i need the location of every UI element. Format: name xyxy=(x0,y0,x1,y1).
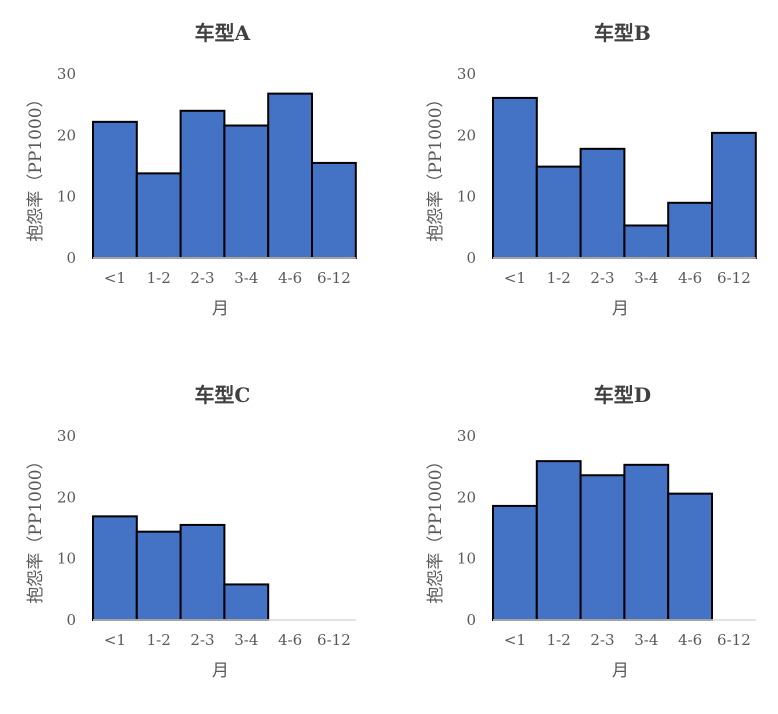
y-tick-label: 30 xyxy=(57,65,76,83)
bar xyxy=(92,120,138,259)
x-tick-label: 2-3 xyxy=(190,631,214,649)
x-tick-label: 6-12 xyxy=(717,269,751,287)
x-tick-label: 4-6 xyxy=(678,631,702,649)
x-tick-label: 6-12 xyxy=(317,269,351,287)
chart-panel: 车型D 30 20 10 0 <1 1-2 2-3 3-4 4-6 6-12 月 抱怨率（PP1000） xyxy=(426,383,756,681)
x-tick-label: 2-3 xyxy=(190,269,214,287)
bar xyxy=(535,165,582,259)
x-tick-label: 4-6 xyxy=(278,631,302,649)
y-axis-label: 抱怨率（PP1000） xyxy=(426,452,446,603)
x-tick-label: 2-3 xyxy=(590,269,614,287)
y-tick-label: 10 xyxy=(457,550,476,568)
x-tick-label: 3-4 xyxy=(234,269,258,287)
chart-panel: 车型C 30 20 10 0 <1 1-2 2-3 3-4 4-6 6-12 月 抱怨率（PP1000） xyxy=(26,383,356,681)
bar xyxy=(711,131,757,260)
bar xyxy=(179,109,226,259)
bar xyxy=(492,504,538,622)
chart-panel: 车型A 30 20 10 0 <1 1-2 2-3 3-4 4-6 6-12 月 抱怨率（PP1000） xyxy=(26,21,357,319)
y-axis-label: 抱怨率（PP1000） xyxy=(426,90,446,241)
bar xyxy=(179,523,226,622)
y-tick-label: 30 xyxy=(57,427,76,445)
bar xyxy=(623,224,670,259)
y-tick-label: 30 xyxy=(457,427,476,445)
x-tick-label: <1 xyxy=(104,631,126,649)
bar xyxy=(135,530,182,621)
y-tick-label: 20 xyxy=(457,126,476,144)
y-tick-label: 0 xyxy=(466,611,476,629)
bar xyxy=(579,147,626,259)
x-tick-label: 2-3 xyxy=(590,631,614,649)
chart-title: 车型B xyxy=(594,21,651,45)
x-axis-label: 月 xyxy=(612,661,629,681)
y-tick-label: 10 xyxy=(57,550,76,568)
y-tick-label: 20 xyxy=(457,488,476,506)
x-tick-label: 3-4 xyxy=(234,631,258,649)
x-tick-label: 1-2 xyxy=(547,631,571,649)
x-tick-label: <1 xyxy=(504,631,526,649)
x-tick-label: 1-2 xyxy=(547,269,571,287)
x-axis-label: 月 xyxy=(212,299,229,319)
x-axis-label: 月 xyxy=(212,661,229,681)
y-tick-label: 0 xyxy=(466,249,476,267)
bar xyxy=(492,96,538,259)
x-tick-label: <1 xyxy=(104,269,126,287)
chart-title: 车型D xyxy=(594,383,651,407)
x-tick-label: 4-6 xyxy=(678,269,702,287)
y-tick-label: 20 xyxy=(57,126,76,144)
bar xyxy=(667,492,714,621)
bar xyxy=(579,474,626,621)
x-tick-label: 6-12 xyxy=(717,631,751,649)
y-tick-label: 0 xyxy=(66,611,76,629)
y-tick-label: 30 xyxy=(457,65,476,83)
x-axis-label: 月 xyxy=(612,299,629,319)
x-tick-label: <1 xyxy=(504,269,526,287)
y-tick-label: 10 xyxy=(57,188,76,206)
x-tick-label: 1-2 xyxy=(147,269,171,287)
bar xyxy=(223,583,270,622)
x-tick-label: 3-4 xyxy=(634,269,658,287)
bar xyxy=(92,515,138,622)
chart-title: 车型A xyxy=(195,21,251,45)
y-tick-label: 0 xyxy=(66,249,76,267)
bar xyxy=(135,172,182,259)
bar xyxy=(535,460,582,621)
chart-title: 车型C xyxy=(194,383,250,407)
bar xyxy=(223,124,270,259)
bar xyxy=(267,92,314,259)
x-tick-label: 4-6 xyxy=(278,269,302,287)
y-axis-label: 抱怨率（PP1000） xyxy=(26,90,46,241)
y-tick-label: 10 xyxy=(457,188,476,206)
x-tick-label: 6-12 xyxy=(317,631,351,649)
bar xyxy=(311,161,357,259)
x-tick-label: 3-4 xyxy=(634,631,658,649)
x-tick-label: 1-2 xyxy=(147,631,171,649)
bar xyxy=(667,201,714,260)
y-axis-label: 抱怨率（PP1000） xyxy=(26,452,46,603)
chart-panel: 车型B 30 20 10 0 <1 1-2 2-3 3-4 4-6 6-12 月 抱怨率（PP1000） xyxy=(426,21,757,319)
y-tick-label: 20 xyxy=(57,488,76,506)
bar xyxy=(623,463,670,621)
